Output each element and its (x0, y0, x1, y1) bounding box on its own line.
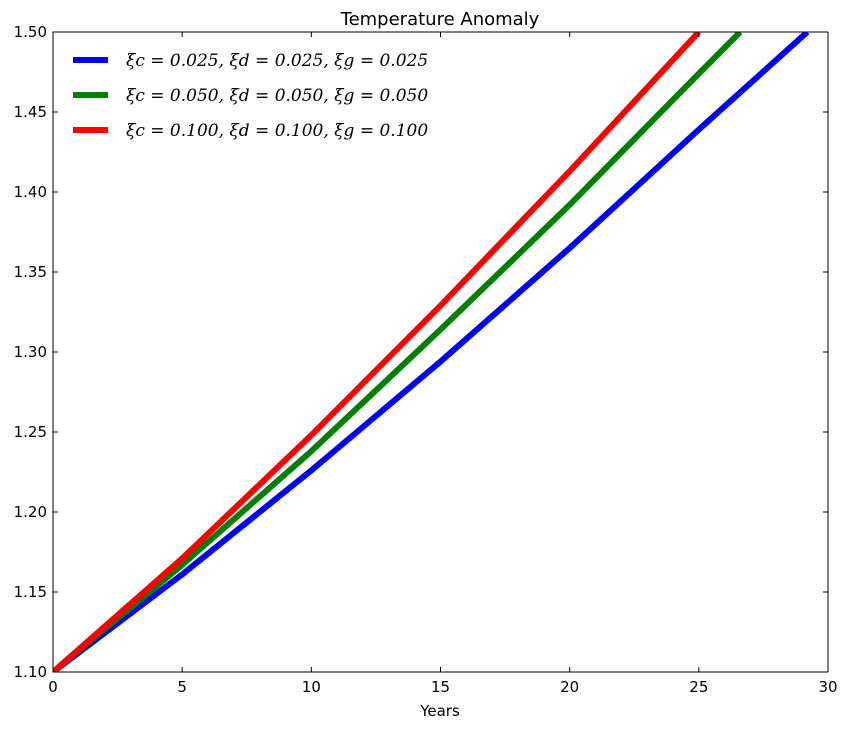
y-tick-label: 1.40 (14, 183, 47, 201)
x-tick-label: 5 (177, 678, 187, 696)
legend-label-2: ξc = 0.050, ξd = 0.050, ξg = 0.050 (126, 86, 428, 106)
x-tick-label: 0 (48, 678, 58, 696)
series-line-2 (53, 32, 743, 672)
x-tick-label: 30 (818, 678, 837, 696)
legend-label-3: ξc = 0.100, ξd = 0.100, ξg = 0.100 (126, 121, 428, 141)
y-tick-label: 1.50 (14, 23, 47, 41)
y-tick-label: 1.20 (14, 503, 47, 521)
series-line-1 (53, 32, 810, 672)
y-tick-label: 1.15 (14, 583, 47, 601)
y-tick-label: 1.10 (14, 663, 47, 681)
axes-group: 0 5 10 15 20 25 30 1.10 1.15 1.20 1.25 1.30 1.35 1.40… (14, 23, 838, 696)
x-tick-label: 20 (560, 678, 579, 696)
y-tick-label: 1.45 (14, 103, 47, 121)
x-tick-label: 25 (689, 678, 708, 696)
legend-label-1: ξc = 0.025, ξd = 0.025, ξg = 0.025 (126, 51, 428, 71)
chart-title: Temperature Anomaly (340, 9, 540, 30)
y-tick-label: 1.35 (14, 263, 47, 281)
series-line-3 (53, 32, 701, 672)
y-tick-label: 1.30 (14, 343, 47, 361)
x-axis-label: Years (419, 702, 460, 720)
series-group (53, 32, 810, 672)
x-tick-label: 15 (431, 678, 450, 696)
legend: ξc = 0.025, ξd = 0.025, ξg = 0.025 ξc = 0… (73, 51, 428, 141)
y-tick-label: 1.25 (14, 423, 47, 441)
x-tick-label: 10 (302, 678, 321, 696)
